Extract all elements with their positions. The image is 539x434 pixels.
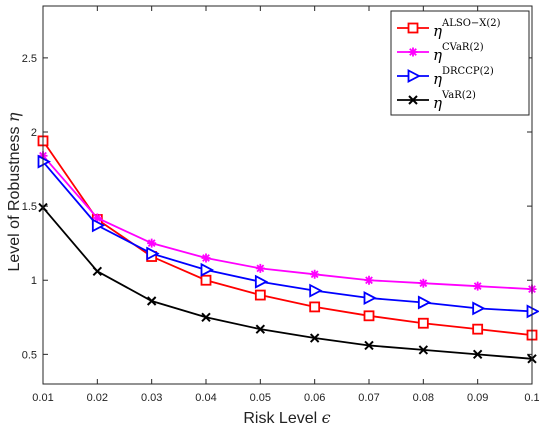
data-point [255, 324, 266, 334]
x-tick-label: 0.05 [250, 392, 271, 404]
data-point [472, 301, 486, 316]
data-point [310, 269, 320, 279]
data-point [417, 295, 432, 310]
data-point [201, 312, 211, 323]
data-point [309, 283, 323, 298]
series-4 [38, 202, 537, 364]
data-point [146, 296, 157, 306]
legend-marker [408, 95, 418, 105]
x-axis-title: Risk Level ϵ [243, 408, 330, 427]
legend-label: ηVaR(2) [433, 90, 476, 112]
y-tick-label: 2.5 [22, 53, 37, 65]
data-point [201, 253, 211, 263]
data-point [146, 246, 160, 261]
legend-marker [407, 69, 421, 83]
data-point [364, 340, 374, 351]
plot-frame [42, 5, 533, 385]
y-axis-title: Level of Robustness η [4, 112, 23, 271]
data-point [254, 289, 266, 301]
y-tick-label: 1.5 [22, 201, 37, 213]
series-line [42, 140, 533, 336]
data-point [418, 345, 429, 355]
data-point [147, 238, 157, 248]
legend: ηALSO−X(2)ηCVaR(2)ηDRCCP(2)ηVaR(2) [390, 10, 530, 116]
legend-marker [408, 47, 418, 57]
y-tick-label: 0.5 [22, 349, 37, 361]
legend-item: ηCVaR(2) [397, 42, 484, 64]
x-tick-label: 0.04 [195, 392, 216, 404]
legend-label: ηDRCCP(2) [433, 66, 494, 88]
legend-item: ηVaR(2) [397, 90, 476, 112]
data-point [418, 278, 428, 288]
data-point [200, 262, 214, 277]
data-point [255, 263, 265, 273]
data-point [364, 275, 374, 285]
data-point [92, 213, 102, 223]
series-line [42, 207, 533, 360]
data-point [91, 218, 106, 233]
series-3 [37, 154, 539, 319]
data-point [363, 310, 375, 322]
series-layer [37, 135, 539, 364]
legend-marker [407, 22, 419, 34]
y-tick-label: 2 [31, 127, 37, 139]
data-point [472, 323, 484, 335]
x-tick-label: 0.01 [32, 392, 53, 404]
y-tick-label: 1 [31, 275, 37, 287]
data-point [417, 317, 429, 329]
x-tick-label: 0.09 [467, 392, 488, 404]
data-point [37, 154, 51, 169]
data-point [200, 274, 212, 286]
x-tick-label: 0.1 [524, 392, 539, 404]
data-point [526, 304, 539, 319]
legend-label: ηALSO−X(2) [433, 18, 501, 40]
series-line [42, 161, 533, 313]
data-point [254, 274, 269, 289]
series-line [42, 155, 533, 291]
x-tick-label: 0.03 [141, 392, 162, 404]
legend-item: ηALSO−X(2) [397, 18, 501, 40]
data-point [473, 281, 483, 291]
x-tick-label: 0.07 [358, 392, 379, 404]
x-tick-label: 0.06 [304, 392, 325, 404]
x-tick-label: 0.08 [413, 392, 434, 404]
data-point [309, 333, 320, 343]
axis-ticks: 0.01 0.02 0.03 0.04 0.05 0.06 0.07 0.08 0.09 0.1 0… [22, 6, 539, 404]
data-point [309, 301, 321, 313]
x-tick-label: 0.02 [87, 392, 108, 404]
data-point [472, 349, 483, 360]
data-point [92, 266, 103, 277]
data-point [363, 291, 377, 306]
legend-item: ηDRCCP(2) [397, 66, 494, 88]
legend-label: ηCVaR(2) [433, 42, 484, 64]
